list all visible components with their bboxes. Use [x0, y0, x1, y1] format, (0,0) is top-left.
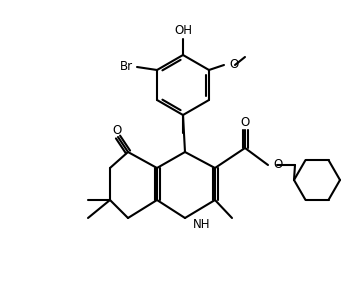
- Text: O: O: [240, 117, 250, 130]
- Text: O: O: [112, 123, 122, 136]
- Text: O: O: [229, 58, 238, 72]
- Text: OH: OH: [174, 24, 192, 38]
- Text: NH: NH: [193, 218, 210, 232]
- Text: Br: Br: [120, 60, 132, 72]
- Text: O: O: [273, 159, 282, 172]
